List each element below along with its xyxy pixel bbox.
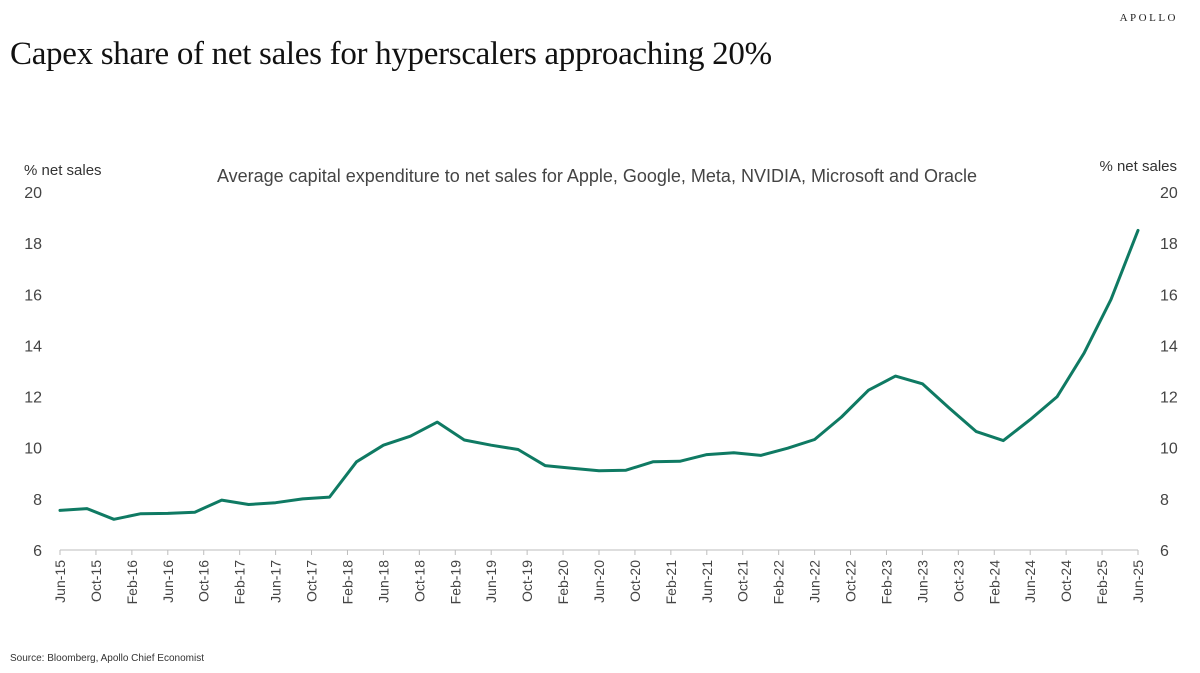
x-tick-label: Feb-19: [447, 560, 463, 605]
x-tick-label: Jun-24: [1022, 560, 1038, 603]
data-point: [894, 374, 897, 378]
x-tick-label: Feb-24: [986, 560, 1002, 605]
x-tick-label: Oct-20: [627, 560, 643, 602]
data-point: [678, 460, 681, 463]
y-tick-right: 8: [1160, 492, 1169, 509]
x-tick-label: Jun-22: [807, 560, 823, 603]
x-tick-label: Feb-18: [339, 560, 355, 605]
x-tick-label: Jun-18: [375, 560, 391, 603]
x-tick-label: Oct-24: [1058, 560, 1074, 602]
x-tick-label: Jun-17: [268, 560, 284, 603]
chart-series: [58, 228, 1140, 521]
x-tick-label: Feb-20: [555, 560, 571, 605]
left-axis-title: % net sales: [24, 162, 102, 179]
y-tick-left: 6: [33, 543, 42, 560]
x-tick-label: Oct-19: [519, 560, 535, 602]
data-point: [1109, 298, 1113, 301]
data-point: [274, 501, 277, 504]
data-point: [813, 438, 816, 441]
y-tick-left: 10: [24, 441, 42, 458]
data-point: [786, 447, 789, 450]
y-tick-right: 12: [1160, 390, 1178, 407]
x-tick-label: Jun-20: [591, 560, 607, 603]
y-tick-left: 14: [24, 338, 42, 355]
data-point: [543, 464, 547, 467]
y-tick-left: 8: [33, 492, 42, 509]
chart-axes: 6 6 8 8 10 10 12 12 14 14 16 16 18 18 20 20 Jun-15 Oct-15…: [24, 185, 1178, 604]
data-point: [1082, 351, 1086, 355]
x-tick-label: Feb-17: [232, 560, 248, 605]
data-point: [840, 415, 843, 419]
x-tick-label: Jun-16: [160, 560, 176, 603]
x-tick-label: Jun-15: [52, 560, 68, 603]
data-point: [516, 448, 520, 451]
data-point: [58, 509, 62, 512]
page-title: Capex share of net sales for hyperscaler…: [10, 36, 772, 72]
x-tick-label: Feb-21: [663, 560, 679, 605]
data-point: [759, 454, 762, 457]
y-tick-right: 16: [1160, 287, 1178, 304]
x-tick-label: Oct-16: [196, 560, 212, 602]
data-point: [1002, 439, 1005, 442]
data-point: [867, 389, 870, 392]
y-tick-right: 6: [1160, 543, 1169, 560]
data-point: [247, 503, 250, 506]
data-point: [1029, 418, 1032, 421]
y-tick-right: 18: [1160, 236, 1178, 253]
x-tick-label: Oct-18: [411, 560, 427, 602]
x-tick-label: Oct-15: [88, 560, 104, 602]
data-point: [624, 469, 628, 472]
source-note: Source: Bloomberg, Apollo Chief Economis…: [10, 653, 204, 664]
y-tick-left: 16: [24, 287, 42, 304]
x-tick-label: Feb-16: [124, 560, 140, 605]
y-tick-right: 10: [1160, 441, 1178, 458]
data-point: [651, 460, 655, 463]
y-tick-left: 12: [24, 390, 42, 407]
data-point: [921, 382, 924, 385]
data-point: [1136, 229, 1140, 232]
brand-logo: APOLLO: [1119, 12, 1178, 24]
data-point: [570, 467, 574, 470]
x-tick-label: Jun-19: [483, 560, 499, 603]
y-tick-left: 20: [24, 185, 42, 202]
data-point: [1056, 395, 1059, 398]
x-tick-label: Jun-21: [699, 560, 715, 603]
data-point: [193, 511, 196, 514]
data-point: [85, 507, 89, 510]
x-tick-label: Feb-25: [1094, 560, 1110, 605]
data-point: [139, 512, 142, 515]
series-line-capex-to-net-sales: [58, 228, 1140, 521]
data-point: [166, 512, 169, 515]
data-point: [975, 430, 978, 433]
data-point: [705, 453, 708, 456]
x-tick-label: Jun-23: [914, 560, 930, 603]
x-tick-label: Jun-25: [1130, 560, 1146, 603]
data-point: [732, 451, 735, 454]
x-tick-label: Oct-17: [304, 560, 320, 602]
data-point: [597, 469, 601, 472]
x-tick-label: Feb-22: [771, 560, 787, 605]
right-axis-title: % net sales: [1099, 158, 1177, 175]
data-point: [436, 420, 439, 424]
data-point: [490, 444, 493, 447]
x-tick-label: Oct-23: [950, 560, 966, 602]
data-point: [301, 497, 304, 501]
data-point: [355, 460, 358, 463]
data-point: [463, 438, 466, 442]
data-point: [112, 518, 116, 521]
chart-subtitle: Average capital expenditure to net sales…: [217, 166, 977, 186]
y-tick-right: 14: [1160, 338, 1178, 355]
x-tick-label: Oct-21: [735, 560, 751, 602]
y-tick-left: 18: [24, 236, 42, 253]
data-point: [382, 444, 385, 447]
data-point: [409, 435, 412, 438]
data-point: [328, 495, 331, 499]
x-tick-label: Oct-22: [843, 560, 859, 602]
data-point: [948, 406, 951, 410]
data-point: [220, 498, 223, 502]
x-tick-label: Feb-23: [878, 560, 894, 605]
y-tick-right: 20: [1160, 185, 1178, 202]
